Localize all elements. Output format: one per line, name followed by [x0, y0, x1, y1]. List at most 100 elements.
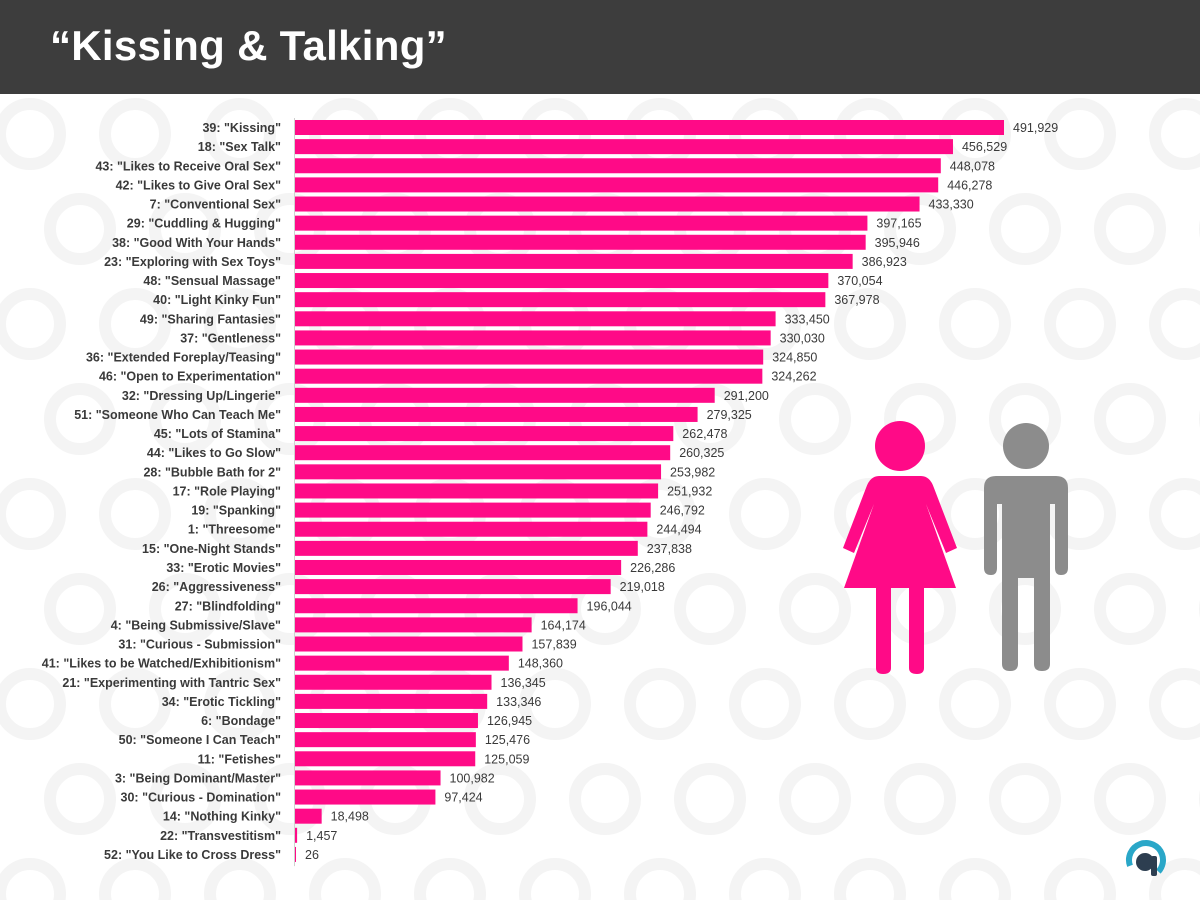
category-label: 34: "Erotic Tickling": [162, 695, 281, 709]
value-label: 133,346: [496, 695, 541, 709]
value-label: 246,792: [660, 504, 705, 518]
value-label: 125,059: [484, 752, 529, 766]
bar: [295, 751, 476, 767]
category-label: 39: "Kissing": [202, 121, 281, 135]
category-label: 17: "Role Playing": [173, 484, 281, 498]
bar: [295, 598, 578, 614]
bar: [295, 540, 638, 556]
bar: [295, 406, 698, 422]
category-label: 46: "Open to Experimentation": [99, 370, 281, 384]
header-bar: “Kissing & Talking”: [0, 0, 1200, 94]
value-label: 100,982: [450, 771, 495, 785]
value-label: 324,262: [771, 370, 816, 384]
value-label: 456,529: [962, 140, 1007, 154]
man-icon: [984, 423, 1068, 671]
value-label: 219,018: [620, 580, 665, 594]
value-label: 448,078: [950, 159, 995, 173]
value-label: 1,457: [306, 829, 337, 843]
bar: [295, 330, 771, 346]
bar: [295, 464, 662, 480]
value-label: 291,200: [724, 389, 769, 403]
bar: [295, 713, 478, 729]
value-label: 136,345: [501, 676, 546, 690]
category-label: 49: "Sharing Fantasies": [140, 312, 281, 326]
category-label: 42: "Likes to Give Oral Sex": [116, 178, 281, 192]
gender-figures: [843, 421, 1068, 674]
value-label: 18,498: [331, 810, 369, 824]
category-label: 30: "Curious - Domination": [121, 791, 282, 805]
category-label: 52: "You Like to Cross Dress": [104, 848, 281, 862]
value-label: 157,839: [531, 638, 576, 652]
category-label: 21: "Experimenting with Tantric Sex": [62, 676, 281, 690]
value-label: 397,165: [876, 217, 921, 231]
bar: [295, 655, 509, 671]
value-label: 148,360: [518, 657, 563, 671]
value-label: 237,838: [647, 542, 692, 556]
category-label: 43: "Likes to Receive Oral Sex": [95, 159, 281, 173]
bar: [295, 617, 532, 633]
value-label: 226,286: [630, 561, 675, 575]
value-label: 126,945: [487, 714, 532, 728]
category-label: 26: "Aggressiveness": [152, 580, 281, 594]
bar: [295, 445, 671, 461]
value-label: 333,450: [785, 312, 830, 326]
bar: [295, 426, 674, 442]
bar: [295, 120, 1004, 135]
woman-icon: [843, 421, 957, 674]
bar: [295, 253, 853, 269]
category-label: 33: "Erotic Movies": [166, 561, 281, 575]
category-label: 19: "Spanking": [191, 504, 281, 518]
value-label: 386,923: [862, 255, 907, 269]
category-label: 28: "Bubble Bath for 2": [143, 465, 281, 479]
category-label: 18: "Sex Talk": [198, 140, 281, 154]
category-label: 7: "Conventional Sex": [150, 198, 281, 212]
category-label: 32: "Dressing Up/Lingerie": [122, 389, 281, 403]
value-label: 97,424: [444, 791, 482, 805]
bar: [295, 521, 648, 537]
category-label: 44: "Likes to Go Slow": [147, 446, 281, 460]
bar: [295, 349, 764, 365]
value-label: 125,476: [485, 733, 530, 747]
category-label: 45: "Lots of Stamina": [154, 427, 281, 441]
category-label: 23: "Exploring with Sex Toys": [104, 255, 281, 269]
category-label: 51: "Someone Who Can Teach Me": [74, 408, 281, 422]
value-label: 26: [305, 848, 319, 862]
bar: [295, 215, 868, 231]
category-label: 11: "Fetishes": [198, 752, 281, 766]
category-label: 50: "Someone I Can Teach": [119, 733, 281, 747]
bar: [295, 559, 622, 575]
bar: [295, 770, 441, 786]
category-label: 4: "Being Submissive/Slave": [111, 618, 281, 632]
value-label: 260,325: [679, 446, 724, 460]
bar: [295, 693, 488, 709]
bar: [295, 579, 611, 595]
value-label: 253,982: [670, 465, 715, 479]
category-label: 15: "One-Night Stands": [142, 542, 281, 556]
bar: [295, 139, 953, 155]
category-label: 3: "Being Dominant/Master": [115, 771, 281, 785]
brand-logo-icon: [1126, 840, 1166, 880]
category-label: 6: "Bondage": [201, 714, 281, 728]
bar: [295, 177, 939, 193]
page-title: “Kissing & Talking”: [50, 22, 447, 69]
category-label: 37: "Gentleness": [180, 331, 281, 345]
category-label: 22: "Transvestitism": [160, 829, 281, 843]
bar: [295, 196, 920, 212]
value-label: 324,850: [772, 351, 817, 365]
value-label: 251,932: [667, 484, 712, 498]
value-label: 446,278: [947, 178, 992, 192]
value-label: 330,030: [780, 331, 825, 345]
value-label: 370,054: [837, 274, 882, 288]
category-label: 41: "Likes to be Watched/Exhibitionism": [42, 657, 281, 671]
bar: [295, 846, 296, 862]
category-label: 14: "Nothing Kinky": [163, 810, 281, 824]
category-label: 38: "Good With Your Hands": [112, 236, 281, 250]
value-label: 244,494: [656, 523, 701, 537]
bar: [295, 674, 492, 690]
category-label: 48: "Sensual Massage": [143, 274, 281, 288]
category-label: 1: "Threesome": [188, 523, 281, 537]
bar: [295, 368, 763, 384]
bar: [295, 311, 776, 327]
bar: [295, 502, 651, 518]
bar-chart: 39: "Kissing" 491,929 18: "Sex Talk" 456,52…: [42, 118, 1058, 867]
